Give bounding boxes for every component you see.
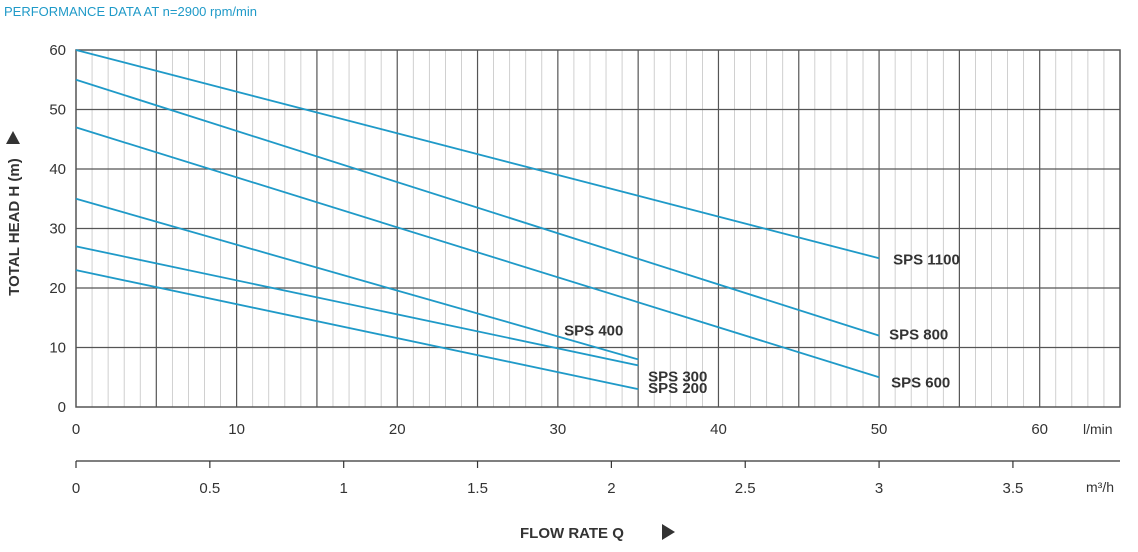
chart-title: PERFORMANCE DATA AT n=2900 rpm/min xyxy=(4,4,257,19)
right-arrow-icon xyxy=(662,524,675,540)
x-axis-label: FLOW RATE Q xyxy=(520,525,624,542)
series-label: SPS 400 xyxy=(564,322,623,339)
x2-tick-label: 1 xyxy=(340,480,348,497)
x-tick-label: 0 xyxy=(72,421,80,438)
x2-tick-label: 0.5 xyxy=(199,480,220,497)
series-label: SPS 800 xyxy=(889,327,948,344)
series-lines xyxy=(75,49,880,391)
secondary-x-axis: 0 0.5 1 1.5 2 2.5 3 3.5 xyxy=(72,460,1120,497)
series-label: SPS 600 xyxy=(891,374,950,391)
y-axis-label: TOTAL HEAD H (m) xyxy=(6,158,23,296)
x2-tick-label: 3.5 xyxy=(1002,480,1023,497)
series-line xyxy=(75,269,639,391)
plot-frame xyxy=(75,49,1121,408)
x-tick-label: 20 xyxy=(389,421,406,438)
x-unit-label: l/min xyxy=(1083,421,1113,437)
up-arrow-icon xyxy=(6,131,20,144)
x2-tick-label: 1.5 xyxy=(467,480,488,497)
x-tick-label: 30 xyxy=(550,421,567,438)
y-tick-label: 50 xyxy=(49,102,66,119)
y-tick-label: 40 xyxy=(49,161,66,178)
y-tick-label: 60 xyxy=(49,42,66,59)
series-line xyxy=(75,197,639,361)
x-tick-label: 60 xyxy=(1031,421,1048,438)
y-tick-label: 30 xyxy=(49,221,66,238)
y-tick-label: 0 xyxy=(58,399,66,416)
x-tick-label: 40 xyxy=(710,421,727,438)
y-tick-label: 20 xyxy=(49,280,66,297)
x-tick-label: 50 xyxy=(871,421,888,438)
series-labels: SPS 1100 SPS 800 SPS 600 SPS 400 SPS 300SPS … xyxy=(564,251,960,397)
series-line xyxy=(75,49,880,260)
x2-tick-label: 2.5 xyxy=(735,480,756,497)
series-label: SPS 1100 xyxy=(893,251,960,268)
series-line xyxy=(75,245,639,367)
x2-tick-label: 0 xyxy=(72,480,80,497)
y-axis-label-group: TOTAL HEAD H (m) xyxy=(6,158,23,296)
x2-tick-label: 3 xyxy=(875,480,883,497)
x-tick-label: 10 xyxy=(228,421,245,438)
x2-tick-label: 2 xyxy=(607,480,615,497)
y-tick-labels: 0 10 20 30 40 50 60 xyxy=(49,42,66,416)
x2-unit-label: m³/h xyxy=(1086,479,1114,495)
series-line xyxy=(75,126,880,379)
x-tick-labels: 0 10 20 30 40 50 60 xyxy=(72,421,1048,438)
major-grid xyxy=(76,50,1120,407)
series-line xyxy=(75,78,880,337)
y-tick-label: 10 xyxy=(49,340,66,357)
series-label: SPS 300 xyxy=(648,368,707,385)
series-label: SPS 200 xyxy=(648,380,707,397)
